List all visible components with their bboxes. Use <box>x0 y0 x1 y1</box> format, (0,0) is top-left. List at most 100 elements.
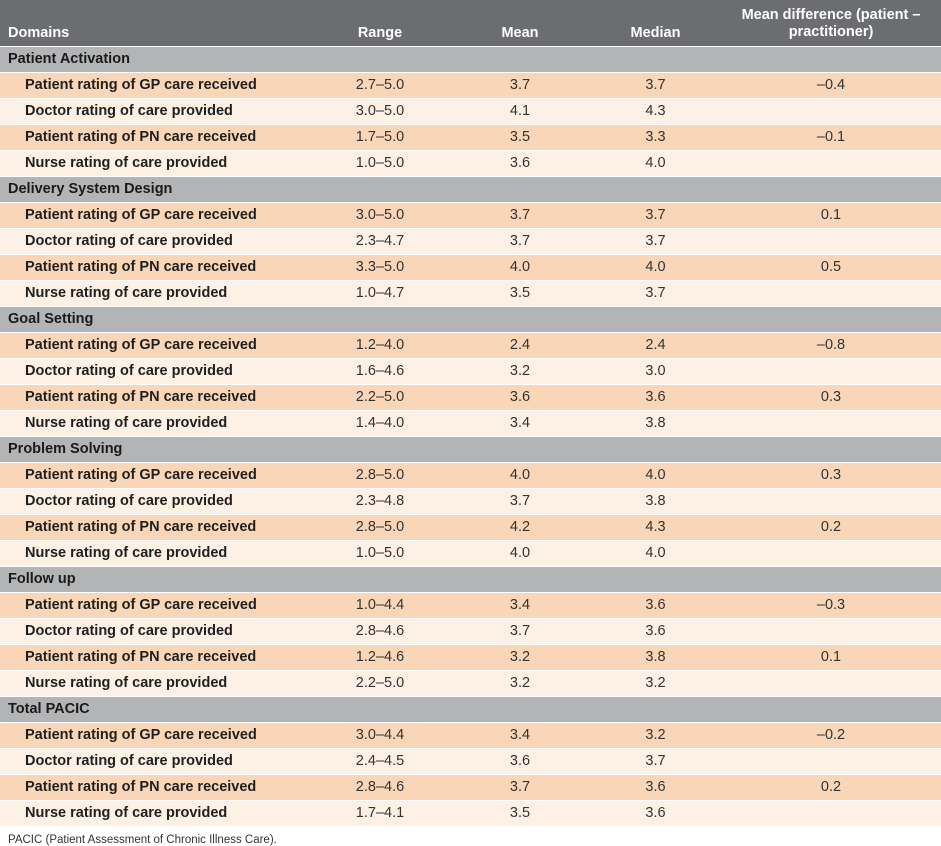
row-label: Nurse rating of care provided <box>0 409 310 436</box>
cell-mean-difference <box>721 227 941 254</box>
cell-mean: 3.4 <box>450 721 590 748</box>
table-footnote: PACIC (Patient Assessment of Chronic Ill… <box>8 834 277 846</box>
table-row: Patient rating of GP care received 3.0–5.… <box>0 201 941 228</box>
cell-median: 4.0 <box>590 461 721 488</box>
cell-mean: 4.0 <box>450 253 590 280</box>
cell-mean-difference <box>721 357 941 384</box>
cell-median: 3.7 <box>590 201 721 228</box>
cell-mean: 3.6 <box>450 747 590 774</box>
row-label: Patient rating of GP care received <box>0 71 310 98</box>
row-label: Patient rating of GP care received <box>0 331 310 358</box>
table-row: Doctor rating of care provided 2.8–4.6 3.7… <box>0 617 941 644</box>
cell-median: 3.6 <box>590 383 721 410</box>
cell-range: 1.7–4.1 <box>310 799 450 826</box>
row-label: Doctor rating of care provided <box>0 617 310 644</box>
table-row: Nurse rating of care provided 1.7–4.1 3.5 3… <box>0 799 941 826</box>
header-median: Median <box>630 24 681 41</box>
cell-mean-difference: 0.1 <box>721 643 941 670</box>
cell-mean: 3.2 <box>450 669 590 696</box>
cell-range: 1.2–4.0 <box>310 331 450 358</box>
cell-median: 4.3 <box>590 513 721 540</box>
table-row: Doctor rating of care provided 1.6–4.6 3.2… <box>0 357 941 384</box>
section-title: Follow up <box>0 565 941 592</box>
cell-range: 1.0–4.7 <box>310 279 450 306</box>
header-domains: Domains <box>8 24 70 41</box>
header-mean-difference-line2: practitioner) <box>788 23 874 40</box>
cell-mean: 3.5 <box>450 279 590 306</box>
row-label: Doctor rating of care provided <box>0 487 310 514</box>
cell-median: 3.3 <box>590 123 721 150</box>
cell-mean-difference: 0.2 <box>721 773 941 800</box>
cell-median: 3.7 <box>590 279 721 306</box>
cell-range: 2.8–5.0 <box>310 513 450 540</box>
cell-mean-difference: 0.5 <box>721 253 941 280</box>
cell-mean: 3.2 <box>450 357 590 384</box>
cell-median: 3.8 <box>590 643 721 670</box>
cell-mean: 4.0 <box>450 461 590 488</box>
row-label: Doctor rating of care provided <box>0 227 310 254</box>
row-label: Patient rating of GP care received <box>0 461 310 488</box>
cell-median: 3.8 <box>590 487 721 514</box>
cell-mean-difference: 0.3 <box>721 383 941 410</box>
cell-mean: 3.7 <box>450 617 590 644</box>
table-row: Nurse rating of care provided 1.0–4.7 3.5 3… <box>0 279 941 306</box>
cell-mean-difference <box>721 747 941 774</box>
cell-range: 2.7–5.0 <box>310 71 450 98</box>
cell-mean-difference <box>721 279 941 306</box>
section-header-row: Delivery System Design <box>0 175 941 202</box>
cell-mean-difference: 0.2 <box>721 513 941 540</box>
row-label: Doctor rating of care provided <box>0 97 310 124</box>
cell-mean: 2.4 <box>450 331 590 358</box>
cell-mean-difference <box>721 487 941 514</box>
cell-mean-difference <box>721 97 941 124</box>
row-label: Patient rating of PN care received <box>0 643 310 670</box>
cell-mean: 3.4 <box>450 409 590 436</box>
table-row: Patient rating of PN care received 1.2–4.… <box>0 643 941 670</box>
row-label: Patient rating of PN care received <box>0 253 310 280</box>
cell-mean-difference: 0.1 <box>721 201 941 228</box>
cell-mean: 3.7 <box>450 227 590 254</box>
table-row: Patient rating of GP care received 2.8–5.… <box>0 461 941 488</box>
cell-mean: 3.2 <box>450 643 590 670</box>
row-label: Nurse rating of care provided <box>0 149 310 176</box>
table-row: Doctor rating of care provided 3.0–5.0 4.1… <box>0 97 941 124</box>
section-header-row: Goal Setting <box>0 305 941 332</box>
cell-mean: 3.5 <box>450 123 590 150</box>
row-label: Patient rating of GP care received <box>0 201 310 228</box>
section-title: Total PACIC <box>0 695 941 722</box>
table-row: Patient rating of PN care received 2.2–5.… <box>0 383 941 410</box>
cell-range: 2.2–5.0 <box>310 383 450 410</box>
table-body: Patient Activation Patient rating of GP c… <box>0 45 941 826</box>
section-header-row: Total PACIC <box>0 695 941 722</box>
table-row: Patient rating of GP care received 1.0–4.… <box>0 591 941 618</box>
cell-mean: 3.6 <box>450 383 590 410</box>
row-label: Patient rating of PN care received <box>0 123 310 150</box>
cell-mean-difference: –0.2 <box>721 721 941 748</box>
row-label: Doctor rating of care provided <box>0 747 310 774</box>
row-label: Nurse rating of care provided <box>0 799 310 826</box>
cell-mean-difference: –0.4 <box>721 71 941 98</box>
table-row: Doctor rating of care provided 2.3–4.7 3.7… <box>0 227 941 254</box>
section-header-row: Problem Solving <box>0 435 941 462</box>
cell-range: 2.3–4.7 <box>310 227 450 254</box>
cell-median: 3.0 <box>590 357 721 384</box>
cell-range: 2.8–4.6 <box>310 617 450 644</box>
cell-mean: 3.7 <box>450 71 590 98</box>
table-row: Nurse rating of care provided 1.0–5.0 3.6 4… <box>0 149 941 176</box>
cell-range: 2.3–4.8 <box>310 487 450 514</box>
cell-mean: 3.6 <box>450 149 590 176</box>
cell-mean: 4.1 <box>450 97 590 124</box>
row-label: Patient rating of PN care received <box>0 383 310 410</box>
table-row: Patient rating of PN care received 3.3–5.… <box>0 253 941 280</box>
cell-range: 1.0–5.0 <box>310 539 450 566</box>
cell-median: 3.2 <box>590 669 721 696</box>
cell-mean-difference <box>721 539 941 566</box>
cell-range: 3.3–5.0 <box>310 253 450 280</box>
header-row: Domains Range Mean Median Mean differenc… <box>0 0 941 46</box>
header-mean-difference-line1: Mean difference (patient – <box>741 6 921 23</box>
header-mean-difference: Mean difference (patient – practitioner) <box>721 0 941 46</box>
table-row: Nurse rating of care provided 1.4–4.0 3.4 3… <box>0 409 941 436</box>
header-mean: Mean <box>501 24 539 41</box>
cell-median: 3.2 <box>590 721 721 748</box>
row-label: Nurse rating of care provided <box>0 279 310 306</box>
